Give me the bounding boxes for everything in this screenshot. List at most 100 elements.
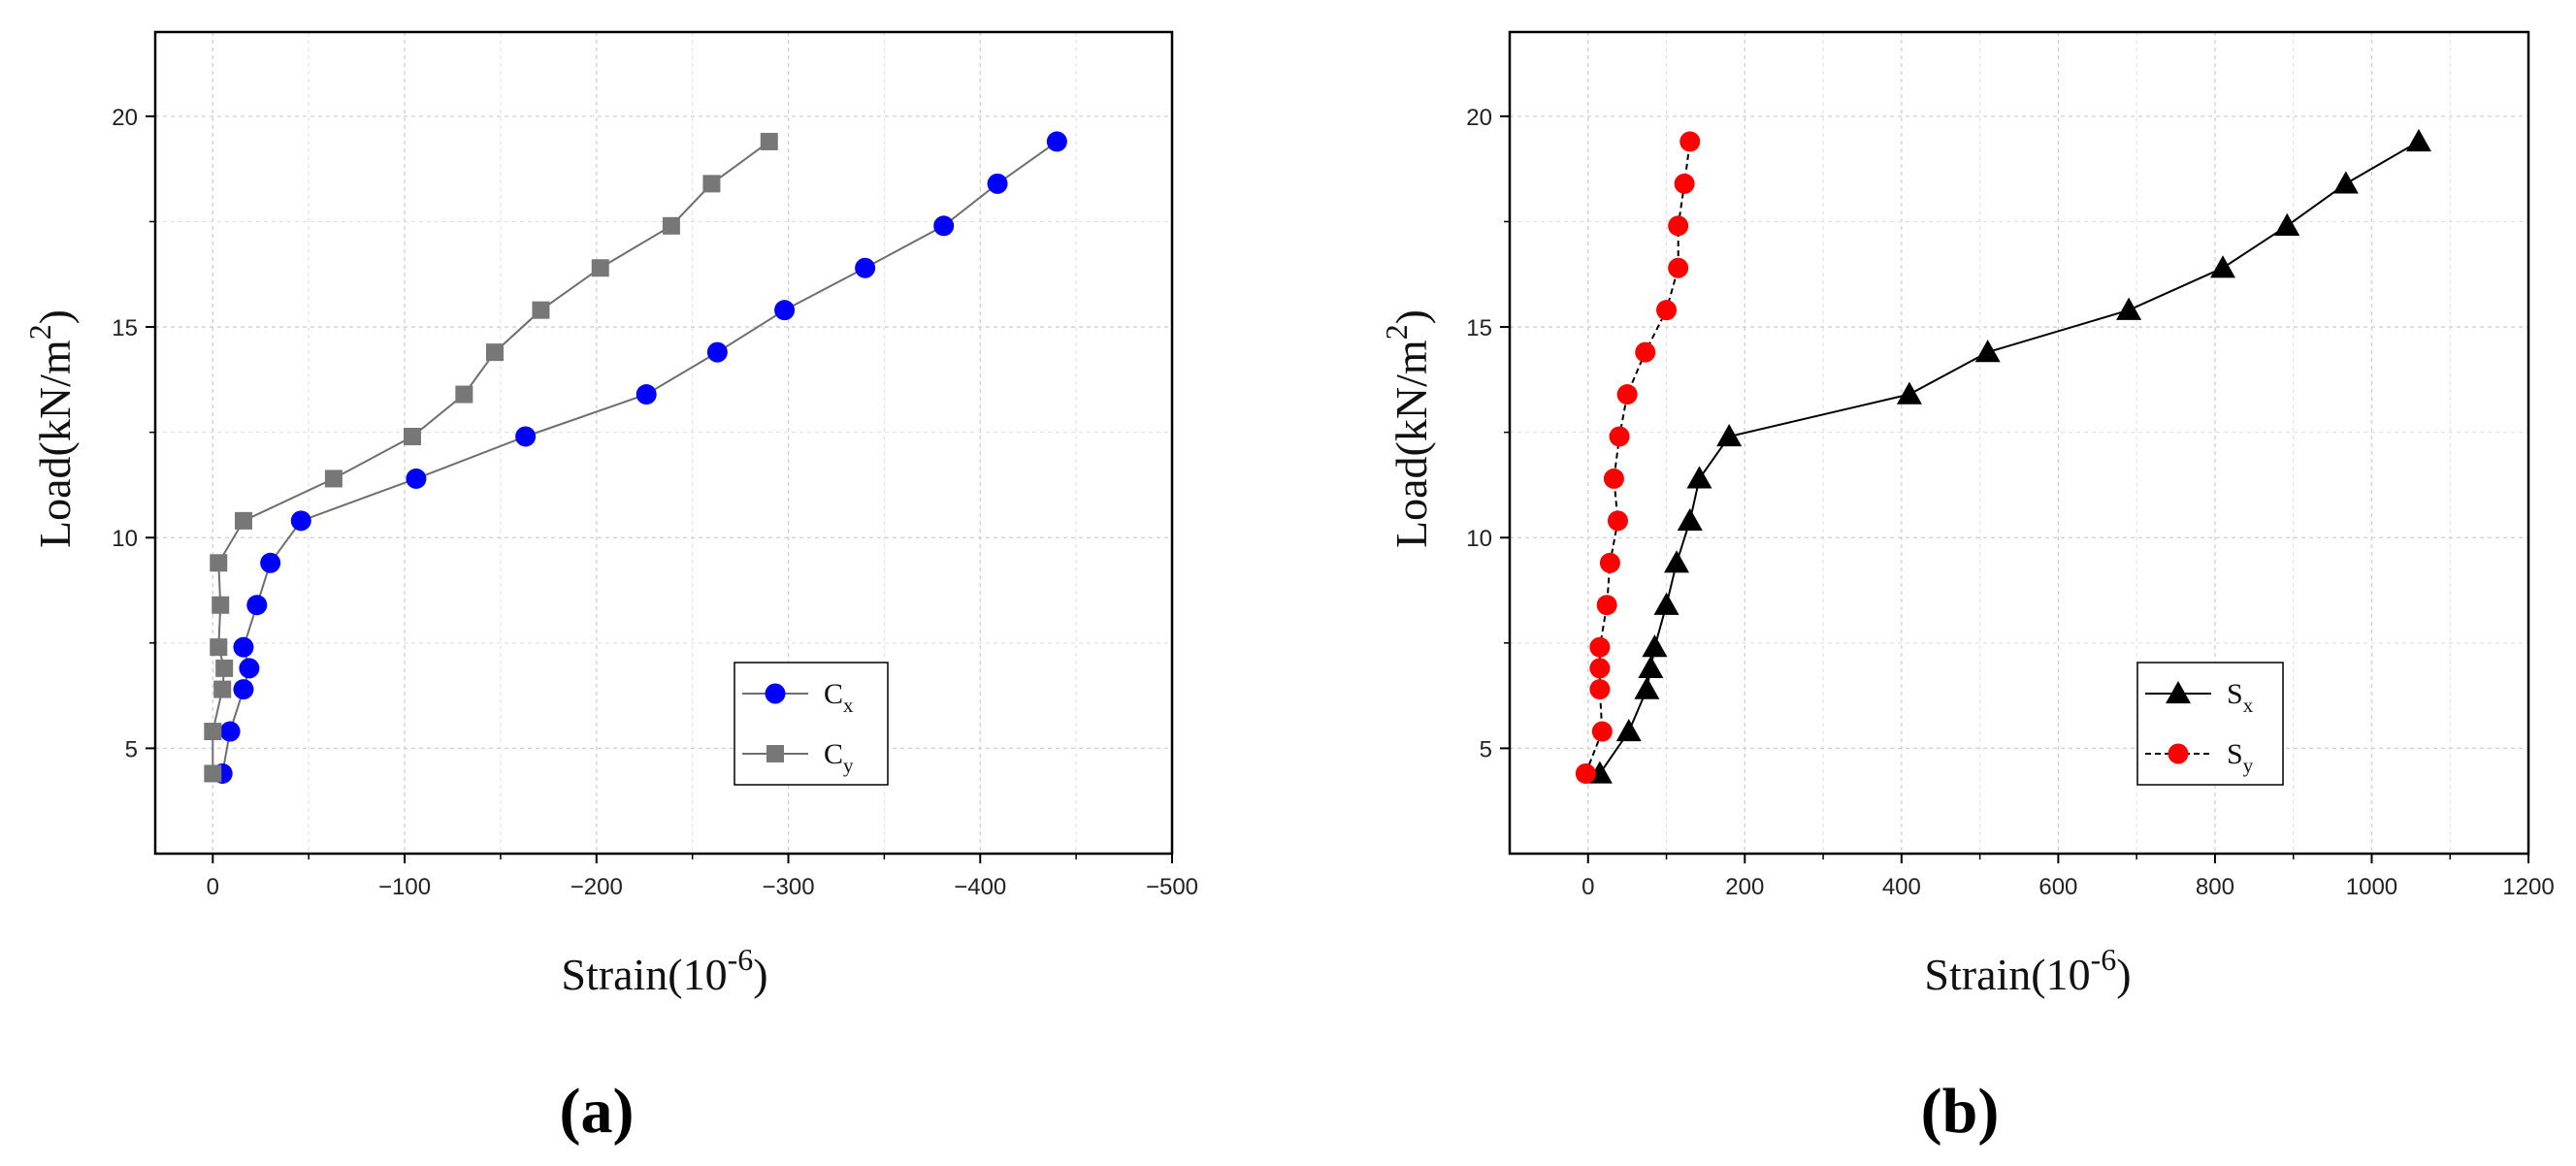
panel-b-series-sy-point <box>1674 173 1695 194</box>
panel-a-series-cy-point <box>234 511 252 530</box>
panel-b-legend-entry-sx-label-sub: x <box>2243 694 2254 717</box>
panel-b-legend-entry-sy-label-main: S <box>2227 738 2243 770</box>
panel-b-series-sy-point <box>1609 426 1630 447</box>
panel-a-series-cx-point <box>406 468 427 489</box>
panel-a-series-cy-point <box>215 659 234 677</box>
panel-b-axes-frame <box>1508 30 2530 856</box>
panel-b-series-sy-point <box>1679 131 1701 152</box>
panel-b-series-sx-point <box>1974 340 2001 363</box>
panel-a-y-tick-label: 5 <box>125 736 138 762</box>
panel-a-x-tick-label: −400 <box>954 874 1006 900</box>
panel-a-x-axis-label-main: Strain(10 <box>561 950 727 999</box>
panel-b-legend-box <box>2136 662 2284 786</box>
panel-a-series-cy-point <box>532 301 550 319</box>
panel-b-series-sy-point <box>1591 721 1613 742</box>
panel-b-legend-entry-sx-label-main: S <box>2227 678 2243 710</box>
panel-a-series-cx-point <box>260 552 281 573</box>
panel-b-x-axis-label-sup: -6 <box>2091 942 2117 977</box>
panel-b-series-sy-point <box>1635 341 1656 363</box>
panel-a-series-cy-point <box>455 385 473 404</box>
panel-b-legend-entry-sx-label: Sx <box>2227 678 2254 717</box>
panel-b-series-sy-point <box>1589 679 1611 700</box>
panel-a-series-cx-point <box>246 595 268 616</box>
panel-b-y-axis-label: Load(kN/m2) <box>1379 309 1436 548</box>
panel-b-gridlines <box>1510 32 2529 854</box>
panel-a-legend-entry-cx-label: Cx <box>824 678 854 717</box>
panel-b-legend-entry-sy: Sy <box>2145 738 2254 777</box>
panel-a-x-tick-label: −500 <box>1146 874 1198 900</box>
panel-b-series-sy-point <box>1603 468 1624 489</box>
panel-b-legend-entry-sy-label: Sy <box>2227 738 2254 777</box>
panel-a-y-axis-label-end: ) <box>30 309 80 324</box>
panel-a-y-tick-label: 15 <box>112 315 138 341</box>
panel-b-series-sy-point <box>1656 300 1678 321</box>
panel-a-x-axis-label-sup: -6 <box>728 942 754 977</box>
panel-a-y-axis-label-main: Load(kN/m <box>30 340 80 548</box>
panel-a-y-tick-label: 20 <box>112 105 138 131</box>
panel-a-series-cy-point <box>212 596 230 614</box>
panel-b-series-sx-point <box>1615 719 1642 742</box>
panel-b-x-tick-label: 200 <box>1725 874 1764 900</box>
panel-b-series-sy <box>1575 131 1701 784</box>
panel-b-series-sx-point <box>2405 128 2431 152</box>
panel-a-series-cx <box>212 131 1067 784</box>
panel-b-series-sx-point <box>1664 550 1690 573</box>
panel-a-series-cx-point <box>636 384 657 405</box>
panel-b-x-tick-label: 1000 <box>2346 874 2397 900</box>
panel-b-legend-entry-sx: Sx <box>2145 678 2254 717</box>
panel-a-series-cy-point <box>213 680 232 698</box>
panel-b-x-tick-label: 1200 <box>2502 874 2554 900</box>
panel-a-y-axis-label: Load(kN/m2) <box>22 309 80 548</box>
panel-b-x-axis-label: Strain(10-6) <box>1924 942 2131 999</box>
panel-a-series-cy-point <box>662 216 680 235</box>
panel-a-series-cx-point <box>239 658 260 679</box>
panel-b-y-tick-label: 15 <box>1466 315 1492 341</box>
panel-b-y-tick-label: 10 <box>1466 526 1492 552</box>
panel-a-letter: a <box>581 1076 613 1147</box>
panel-b-series-sx-point <box>1686 466 1712 489</box>
panel-b-series-sy-point <box>1616 384 1638 405</box>
panel-a-series-cy-point <box>702 175 721 193</box>
panel-b-legend-entry-sy-marker <box>2168 743 2189 764</box>
panel-b-series-sx-point <box>1716 423 1743 447</box>
panel-b-series-sx-point <box>1638 655 1664 679</box>
panel-b-series-sx-point <box>2274 212 2300 236</box>
panel-b-series-sx-point <box>2116 297 2142 320</box>
panel-a-series-cx-point <box>933 215 955 237</box>
panel-b-series-sx-point <box>1642 634 1668 658</box>
panel-a-x-tick-label: −200 <box>571 874 623 900</box>
panel-a-series-cy-point <box>210 638 228 657</box>
panel-a-y-axis-label-sup: 2 <box>22 324 57 340</box>
panel-b-series-sx-point <box>1634 676 1660 699</box>
panel-a-legend-entry-cy-label: Cy <box>824 738 854 777</box>
panel-a-series-cy-point <box>210 554 228 572</box>
panel-a-series-cy-point <box>760 132 778 150</box>
panel-a-series-cy-line <box>212 141 770 774</box>
panel-a-x-tick-label: 0 <box>207 874 219 900</box>
panel-a-legend-entry-cx-label-main: C <box>824 678 843 710</box>
panel-b-series-sy-point <box>1575 762 1596 784</box>
panel-a-series-cy-point <box>204 723 222 741</box>
panel-a-legend-entry-cy-marker <box>766 745 784 762</box>
panel-b-x-axis-label-main: Strain(10 <box>1924 950 2090 999</box>
panel-a-axes-frame <box>153 30 1174 856</box>
panel-b-x-tick-label: 0 <box>1581 874 1594 900</box>
panel-a-x-tick-label: −300 <box>762 874 814 900</box>
panel-b-series-sy-point <box>1596 595 1617 616</box>
panel-a-series-cx-line <box>221 141 1058 774</box>
panel-b-y-axis-label-sup: 2 <box>1379 324 1414 340</box>
panel-a-series-cx-point <box>233 636 254 658</box>
panel-b-series-sx-point <box>1896 381 1922 405</box>
panel-a-series-cy-point <box>591 259 609 277</box>
panel-a-x-tick-label: −100 <box>378 874 431 900</box>
panel-a-legend-entry-cy-label-sub: y <box>843 754 854 777</box>
panel-a-series-cx-point <box>987 173 1008 194</box>
panel-b-series-sy-point <box>1668 257 1689 278</box>
panel-b-x-axis-label-end: ) <box>2116 950 2131 999</box>
panel-b-legend-entry-sy-label-sub: y <box>2243 754 2254 777</box>
panel-a-series-cx-point <box>855 257 876 278</box>
panel-b-series-sx-line <box>1599 141 2420 775</box>
